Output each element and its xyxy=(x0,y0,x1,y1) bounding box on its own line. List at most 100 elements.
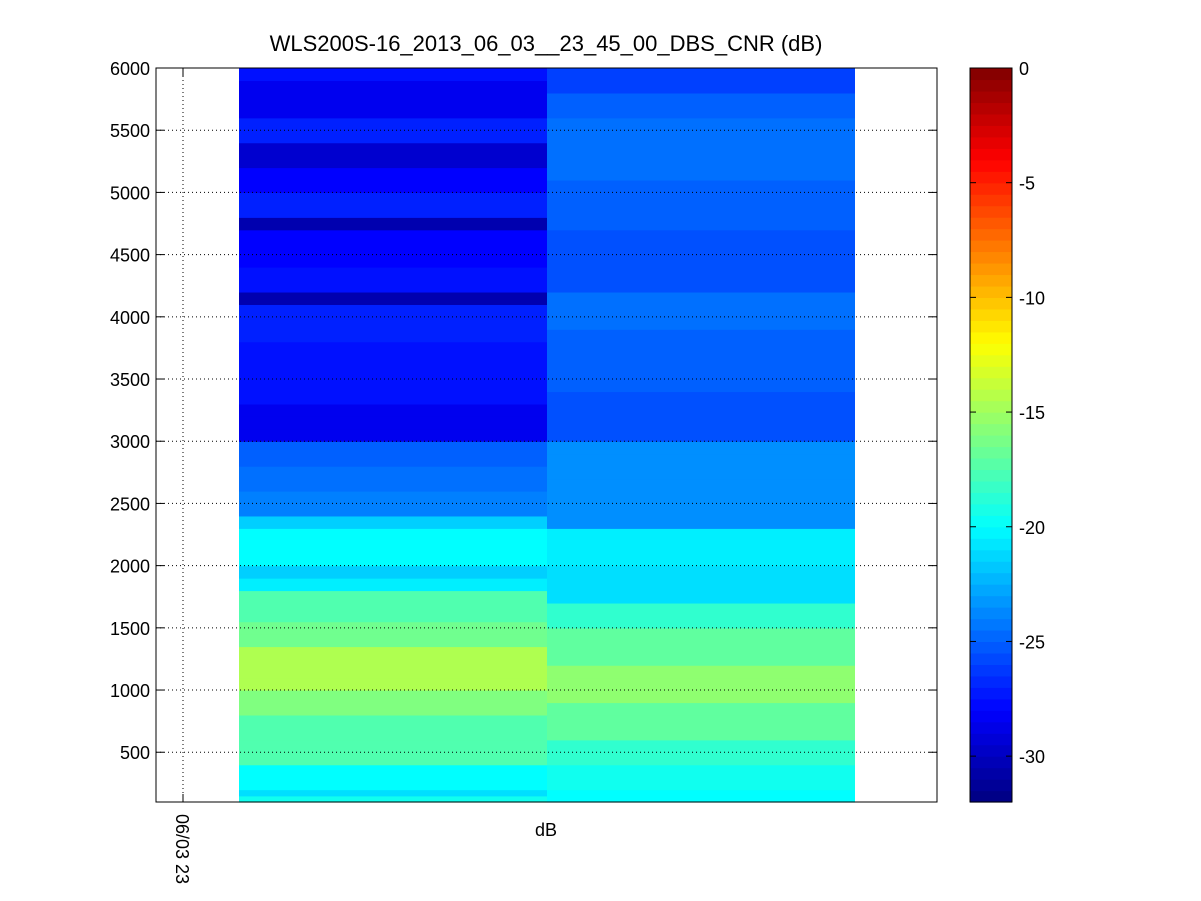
heatmap-cell xyxy=(239,155,547,169)
heatmap-cell xyxy=(239,254,547,268)
colorbar-step xyxy=(970,435,1012,448)
colorbar-ticks: 0 -5 -10 -15 -20 -25 -30 xyxy=(970,59,1045,767)
colorbar-step xyxy=(970,79,1012,92)
heatmap-cell xyxy=(547,428,855,442)
heatmap-cell xyxy=(239,291,547,305)
heatmap-cell xyxy=(239,453,547,467)
colorbar-step xyxy=(970,618,1012,631)
colorbar-step xyxy=(970,572,1012,585)
heatmap-cell xyxy=(239,204,547,218)
heatmap-cell xyxy=(547,764,855,778)
y-axis-ticks: 500 1000 1500 2000 2500 3000 3500 4000 4500 5000 5… xyxy=(110,59,937,763)
heatmap-cell xyxy=(547,267,855,281)
heatmap-cell xyxy=(547,540,855,554)
heatmap-cell xyxy=(547,68,855,82)
heatmap-cell xyxy=(239,578,547,592)
heatmap-cell xyxy=(547,553,855,567)
heatmap-cell xyxy=(239,354,547,368)
heatmap-cell xyxy=(239,403,547,417)
heatmap-cell xyxy=(547,242,855,256)
heatmap-cell xyxy=(547,279,855,293)
heatmap-cell xyxy=(547,777,855,791)
colorbar-step xyxy=(970,366,1012,379)
colorbar-step xyxy=(970,790,1012,803)
y-tick-label: 5000 xyxy=(110,183,150,203)
colorbar: 0 -5 -10 -15 -20 -25 -30 xyxy=(969,59,1045,803)
colorbar-step xyxy=(970,262,1012,276)
colorbar-step xyxy=(970,343,1012,356)
colorbar-step xyxy=(970,125,1012,138)
heatmap-cell xyxy=(547,155,855,169)
heatmap-cell xyxy=(547,677,855,691)
heatmap-cell xyxy=(239,92,547,106)
heatmap-cell xyxy=(547,652,855,666)
heatmap-cell xyxy=(239,416,547,430)
heatmap-cell xyxy=(239,379,547,393)
colorbar-step xyxy=(970,148,1012,161)
y-tick-label: 6000 xyxy=(110,59,150,79)
heatmap-cell xyxy=(239,540,547,554)
heatmap-cell xyxy=(547,690,855,704)
colorbar-step xyxy=(970,607,1012,620)
colorbar-step xyxy=(970,285,1012,298)
colorbar-step xyxy=(970,492,1012,505)
colorbar-step xyxy=(970,159,1012,172)
heatmap-cell xyxy=(239,267,547,281)
colorbar-step xyxy=(970,308,1012,321)
heatmap-cell xyxy=(239,690,547,704)
heatmap-cell xyxy=(239,739,547,753)
heatmap-cell xyxy=(547,291,855,305)
heatmap-cell xyxy=(547,565,855,579)
colorbar-step xyxy=(970,217,1012,230)
colorbar-step xyxy=(970,171,1012,184)
colorbar-step xyxy=(970,538,1012,551)
heatmap-cell xyxy=(239,677,547,691)
colorbar-step xyxy=(970,733,1012,746)
colorbar-step xyxy=(970,515,1012,528)
heatmap-cell xyxy=(239,665,547,679)
colorbar-step xyxy=(970,400,1012,413)
colorbar-step xyxy=(970,457,1012,471)
heatmap-cell xyxy=(547,515,855,529)
colorbar-step xyxy=(970,68,1012,81)
heatmap-cell xyxy=(547,528,855,542)
colorbar-step xyxy=(970,675,1012,688)
heatmap-cell xyxy=(547,727,855,741)
heatmap-cell xyxy=(547,702,855,716)
colorbar-step xyxy=(970,767,1012,780)
colorbar-step xyxy=(970,320,1012,333)
heatmap-cell xyxy=(239,217,547,231)
heatmap-cell xyxy=(239,777,547,791)
colorbar-step xyxy=(970,744,1012,757)
heatmap-cell xyxy=(547,304,855,318)
heatmap-cell xyxy=(547,739,855,753)
colorbar-tick-label: -25 xyxy=(1019,632,1045,652)
heatmap-cell xyxy=(547,204,855,218)
heatmap-cell xyxy=(239,528,547,542)
colorbar-step xyxy=(970,182,1012,195)
y-tick-label: 5500 xyxy=(110,121,150,141)
colorbar-step xyxy=(970,584,1012,597)
heatmap-cell xyxy=(239,652,547,666)
heatmap-cell xyxy=(239,391,547,405)
heatmap-cell xyxy=(547,354,855,368)
heatmap-cell xyxy=(547,316,855,330)
heatmap-cell xyxy=(239,702,547,716)
heatmap-cell xyxy=(239,142,547,156)
heatmap-cell xyxy=(547,329,855,343)
heatmap-cell xyxy=(547,167,855,181)
heatmap-cell xyxy=(239,366,547,380)
heatmap-cell xyxy=(547,403,855,417)
heatmap-cell xyxy=(239,634,547,648)
heatmap-cell xyxy=(239,329,547,343)
colorbar-step xyxy=(970,90,1012,104)
heatmap-cell xyxy=(239,596,547,610)
heatmap-cell xyxy=(547,627,855,641)
heatmap-cell xyxy=(547,142,855,156)
colorbar-step xyxy=(970,698,1012,711)
colorbar-step xyxy=(970,687,1012,700)
heatmap-cell xyxy=(239,167,547,181)
y-tick-label: 2000 xyxy=(110,557,150,577)
heatmap-cell xyxy=(547,366,855,380)
colorbar-step xyxy=(970,194,1012,207)
